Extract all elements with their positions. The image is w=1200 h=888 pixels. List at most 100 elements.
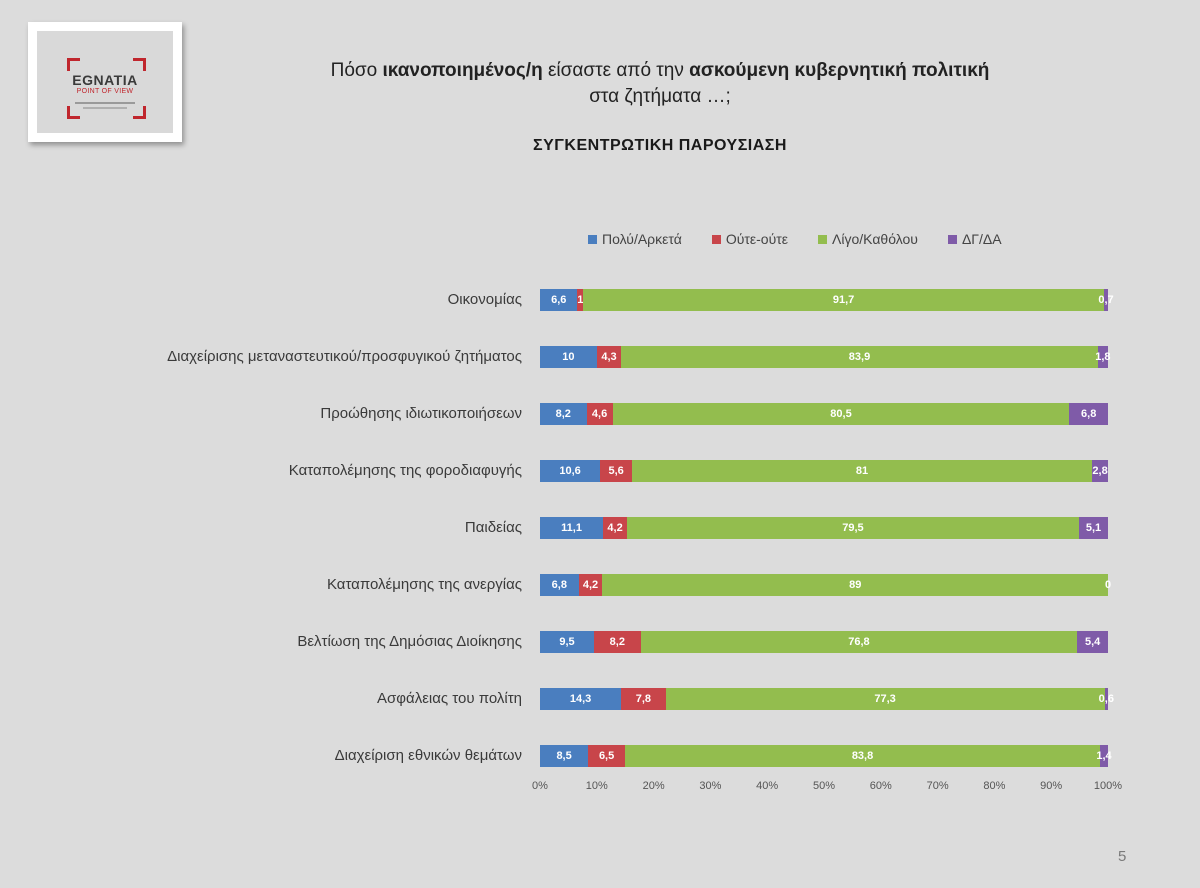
title-text: Πόσο — [330, 60, 383, 81]
legend-item: Λίγο/Καθόλου — [818, 229, 918, 249]
data-label: 8,2 — [555, 408, 571, 420]
bar-segment: 0,7 — [1098, 289, 1114, 311]
bar-segment: 5,6 — [600, 460, 632, 482]
logo-tagline: POINT OF VIEW — [76, 88, 134, 95]
data-label: 7,8 — [635, 693, 652, 705]
bar-segment: 5,4 — [1077, 631, 1108, 653]
bar-segment: 80,5 — [612, 403, 1070, 425]
page-title: Πόσο ικανοποιημένος/η είσαστε από την ασ… — [240, 58, 1080, 110]
title-bold-text: ικανοποιημένος/η — [382, 60, 543, 81]
category-label: Οικονομίας — [447, 291, 522, 308]
data-label: 10 — [562, 351, 575, 363]
bar-segment: 9,5 — [540, 631, 594, 653]
data-label: 1 — [577, 294, 584, 306]
category-label: Καταπολέμησης της ανεργίας — [326, 576, 522, 593]
category-label: Βελτίωση της Δημόσιας Διοίκησης — [297, 633, 522, 650]
data-label: 5,4 — [1084, 636, 1101, 648]
legend-item: Πολύ/Αρκετά — [588, 229, 682, 249]
data-label: 6,6 — [551, 294, 567, 306]
data-label: 4,2 — [582, 579, 599, 591]
data-label: 4,6 — [591, 408, 608, 420]
logo-corner — [67, 106, 80, 119]
legend-item: ΔΓ/ΔΑ — [947, 229, 1002, 249]
data-label: 81 — [855, 465, 869, 477]
legend-label: Πολύ/Αρκετά — [602, 231, 682, 247]
legend-item: Ούτε-ούτε — [711, 229, 789, 249]
category-label: Διαχείρισης μεταναστευτικού/προσφυγικού … — [167, 348, 522, 365]
bar-segment: 4,2 — [603, 517, 627, 539]
bar-segment: 11,1 — [540, 517, 604, 539]
legend-swatch — [947, 234, 957, 244]
title-text: είσαστε από την — [542, 60, 690, 81]
bar-segment: 8,5 — [540, 745, 589, 767]
logo-corner — [133, 58, 146, 71]
logo: EGNATIA POINT OF VIEW — [37, 31, 173, 133]
bar-segment: 91,7 — [583, 289, 1104, 311]
x-tick-label: 20% — [642, 780, 665, 792]
data-label: 8,2 — [609, 636, 625, 648]
category-label: Προώθησης ιδιωτικοποιήσεων — [320, 405, 522, 422]
bar-segment: 6,8 — [540, 574, 579, 596]
category-label: Ασφάλειας του πολίτη — [377, 690, 522, 707]
logo-card: EGNATIA POINT OF VIEW — [28, 22, 182, 142]
data-label: 2,8 — [1092, 465, 1108, 477]
data-label: 11,1 — [561, 522, 582, 534]
data-label: 6,8 — [551, 579, 567, 591]
data-label: 6,5 — [598, 750, 615, 762]
data-label: 8,5 — [556, 750, 572, 762]
data-label: 10,6 — [559, 465, 581, 477]
title-bold-text: ασκούμενη κυβερνητική πολιτική — [689, 60, 990, 81]
data-label: 1,4 — [1096, 750, 1112, 762]
bar-segment: 83,8 — [625, 745, 1101, 767]
bar-segment: 89 — [602, 574, 1108, 596]
data-label: 79,5 — [842, 522, 864, 534]
x-tick-label: 0% — [532, 780, 548, 792]
bar-segment: 77,3 — [665, 688, 1105, 710]
bar-segment: 1,4 — [1096, 745, 1112, 767]
bar-segment: 81 — [632, 460, 1093, 482]
data-label: 0,6 — [1098, 693, 1114, 705]
x-tick-label: 100% — [1093, 780, 1123, 792]
bar-segment: 6,5 — [588, 745, 626, 767]
data-label: 14,3 — [569, 693, 592, 705]
bar-segment: 6,8 — [1069, 403, 1108, 425]
data-label: 83,9 — [848, 351, 871, 363]
x-tick-label: 90% — [1040, 780, 1063, 792]
x-tick-label: 70% — [926, 780, 949, 792]
legend-label: Ούτε-ούτε — [725, 231, 789, 247]
data-label: 1,8 — [1095, 351, 1111, 363]
data-label: 83,8 — [851, 750, 874, 762]
bar-segment: 5,1 — [1079, 517, 1108, 539]
logo-fine-print — [83, 107, 127, 109]
logo-corner — [67, 58, 80, 71]
bar-segment: 1,8 — [1095, 346, 1111, 368]
data-label: 80,5 — [830, 408, 852, 420]
legend-swatch — [818, 234, 828, 244]
logo-corner — [133, 106, 146, 119]
data-label: 0 — [1104, 579, 1112, 591]
chart-legend: Πολύ/Αρκετά Ούτε-ούτε Λίγο/Καθόλου ΔΓ/ΔΑ — [588, 229, 1002, 249]
data-label: 77,3 — [874, 693, 896, 705]
x-tick-label: 30% — [699, 780, 722, 792]
data-label: 4,3 — [601, 351, 617, 363]
category-label: Διαχείριση εθνικών θεμάτων — [334, 747, 522, 764]
bar-segment: 8,2 — [540, 403, 587, 425]
bar-segment: 10,6 — [540, 460, 601, 482]
bar-segment: 10 — [540, 346, 597, 368]
bar-segment: 4,6 — [586, 403, 613, 425]
data-label: 4,2 — [607, 522, 623, 534]
legend-label: ΔΓ/ΔΑ — [961, 231, 1002, 247]
x-tick-label: 40% — [756, 780, 779, 792]
bar-segment: 83,9 — [621, 346, 1098, 368]
logo-fine-print — [75, 102, 135, 104]
data-label: 91,7 — [832, 294, 855, 306]
data-label: 76,8 — [848, 636, 870, 648]
bar-segment: 1 — [577, 289, 583, 311]
category-label: Καταπολέμησης της φοροδιαφυγής — [288, 462, 522, 479]
data-label: 89 — [849, 579, 862, 591]
bar-segment: 6,6 — [540, 289, 578, 311]
bar-segment: 14,3 — [540, 688, 622, 710]
data-label: 5,1 — [1085, 522, 1102, 534]
bar-segment: 4,2 — [578, 574, 603, 596]
data-label: 9,5 — [559, 636, 575, 648]
